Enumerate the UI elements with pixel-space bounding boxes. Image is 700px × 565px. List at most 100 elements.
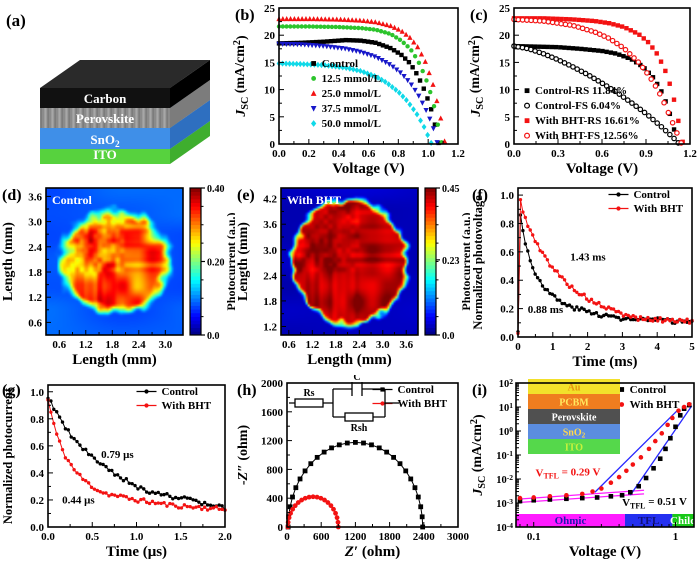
y-tick-label: 0.8	[30, 414, 44, 426]
y-tick-label: 0.8	[500, 218, 514, 230]
y-axis-label: Normalized photovoltage	[471, 195, 485, 330]
panel-f-chart: 1.43 ms 0.88 ms Control With BHT 0 1 2 3 4 5 0.0 0.…	[471, 187, 695, 370]
x-tick-label: 0.3	[551, 148, 565, 160]
x-tick-label: 3.0	[158, 339, 172, 351]
panel-c: Control-RS 11.84% Control-FS 6.04% With BH…	[468, 0, 700, 180]
y-tick-label: 15	[264, 57, 276, 69]
y-tick-label: 10	[264, 85, 276, 97]
panel-letter: (f)	[472, 187, 488, 204]
x-axis-label: Z′ (ohm)	[344, 544, 400, 560]
y-tick-label: 100	[499, 425, 514, 438]
map-title: With BHT	[287, 193, 341, 207]
panel-g: 0.79 μs 0.44 μs Control With BHT 0.0 0.5 1.0 1.…	[0, 375, 235, 565]
region-label: Ohmic	[555, 515, 587, 527]
colorbar-label: Photocurrent (a.u.)	[459, 212, 470, 310]
device-stack-inset: Au PCBM Perovskite SnO2 ITO	[528, 379, 620, 454]
y-tick-label: 1.0	[500, 190, 514, 202]
y-tick-label: 1.0	[30, 387, 44, 399]
x-tick-label: 3	[620, 341, 626, 353]
x-tick-label: 0.4	[332, 148, 346, 160]
panel-letter: (g)	[2, 382, 21, 399]
y-tick-label: 2000	[261, 378, 284, 390]
panel-e: 0.6 1.2 1.8 2.4 3.0 3.6 1.2 1.8 2.4 3.0 3.6 4.2 Leng…	[235, 180, 470, 375]
colorbar-tick-label: 0.45	[442, 184, 460, 195]
circuit-c-label: C	[353, 375, 360, 383]
region-label: Child	[670, 515, 696, 527]
legend-label: 37.5 mmol/L	[322, 103, 381, 115]
panel-d-heatmap-canvas	[46, 188, 183, 335]
legend-label: With BHT-RS 16.61%	[535, 115, 640, 127]
y-tick-label: 0	[278, 522, 284, 534]
stack-layer-label: SnO2	[563, 428, 586, 440]
y-tick-label: 25	[264, 3, 276, 15]
x-axis-label: Voltage (V)	[566, 161, 638, 177]
y-tick-label: 10	[499, 85, 511, 97]
panel-letter: (e)	[237, 187, 255, 204]
legend-label: Control-FS 6.04%	[535, 100, 621, 112]
y-tick-label: 1200	[261, 436, 284, 448]
y-tick-label: 5	[270, 112, 276, 124]
layer-label: Perovskite	[76, 111, 134, 126]
y-tick-label: 0.6	[500, 247, 514, 259]
x-tick-label: 0.2	[302, 148, 316, 160]
colorbar-tick-label: 0.0	[207, 331, 220, 342]
x-tick-label: 3.0	[376, 339, 390, 351]
x-axis-label: Length (mm)	[307, 352, 392, 368]
x-tick-label: 0.1	[527, 531, 541, 543]
y-tick-label: 20	[264, 30, 276, 42]
x-tick-label: 1.0	[130, 531, 144, 543]
layer-label: SnO2	[90, 132, 120, 150]
x-tick-label: 1.0	[421, 148, 435, 160]
x-axis-label: Voltage (V)	[569, 544, 641, 560]
y-tick-label: 20	[499, 30, 511, 42]
y-tick-label: 0.6	[28, 317, 42, 329]
y-tick-label: 101	[499, 401, 514, 414]
y-tick-label: 0.2	[500, 304, 514, 316]
panel-c-chart: Control-RS 11.84% Control-FS 6.04% With BH…	[468, 3, 697, 177]
stack-layer-label: PCBM	[559, 398, 589, 409]
legend-label: With BHT	[162, 400, 212, 412]
annotation: VTFL = 0.29 V	[536, 466, 601, 480]
x-tick-label: 0	[515, 341, 521, 353]
x-tick-label: 2.4	[352, 339, 366, 351]
y-tick-label: 0.0	[500, 332, 514, 344]
x-tick-label: 0.6	[595, 148, 609, 160]
panel-letter: (a)	[6, 11, 26, 30]
x-tick-label: 2.4	[132, 339, 146, 351]
y-tick-label: 10-2	[496, 473, 513, 486]
x-tick-label: 2	[585, 341, 591, 353]
x-tick-label: 4	[654, 341, 660, 353]
legend-label: With BHT-FS 12.56%	[535, 130, 639, 142]
y-tick-label: 0	[505, 139, 511, 151]
stack-layer-label: Au	[568, 383, 581, 394]
panel-letter: (d)	[2, 187, 22, 204]
y-tick-label: 1.2	[28, 292, 42, 304]
circuit-inset: Rs C Rsh	[289, 375, 399, 434]
x-tick-label: 0.9	[639, 148, 653, 160]
panel-h-chart: Control With BHT Rs C Rsh 0 600 1200 1800 2400 300…	[236, 375, 470, 560]
panel-e-chart: 0.6 1.2 1.8 2.4 3.0 3.6 1.2 1.8 2.4 3.0 3.6 4.2 Leng…	[236, 184, 470, 368]
x-tick-label: 1	[673, 531, 679, 543]
legend-label: With BHT	[630, 399, 680, 411]
x-tick-label: 1800	[379, 531, 402, 543]
y-tick-label: 10-4	[496, 521, 513, 534]
y-axis-label: JSC (mA/cm2)	[470, 414, 488, 497]
stack-layer-label: Perovskite	[552, 413, 597, 424]
y-tick-label: 0.4	[30, 468, 44, 480]
layer-label: ITO	[93, 147, 117, 162]
legend-label: Control	[630, 384, 666, 396]
y-tick-label: 400	[267, 493, 284, 505]
y-tick-label: 1.2	[263, 321, 277, 333]
circuit-rsh-label: Rsh	[351, 423, 368, 434]
x-tick-label: 1	[550, 341, 556, 353]
x-tick-label: 3000	[447, 531, 470, 543]
panel-letter: (i)	[472, 382, 487, 399]
y-axis-label: Length (mm)	[236, 222, 251, 301]
x-tick-label: 2.0	[218, 531, 232, 543]
y-axis-label: -Z″ (ohm)	[236, 425, 251, 486]
x-tick-label: 1.5	[174, 531, 188, 543]
circuit-rs-label: Rs	[303, 388, 314, 399]
y-tick-label: 10-1	[496, 449, 513, 462]
